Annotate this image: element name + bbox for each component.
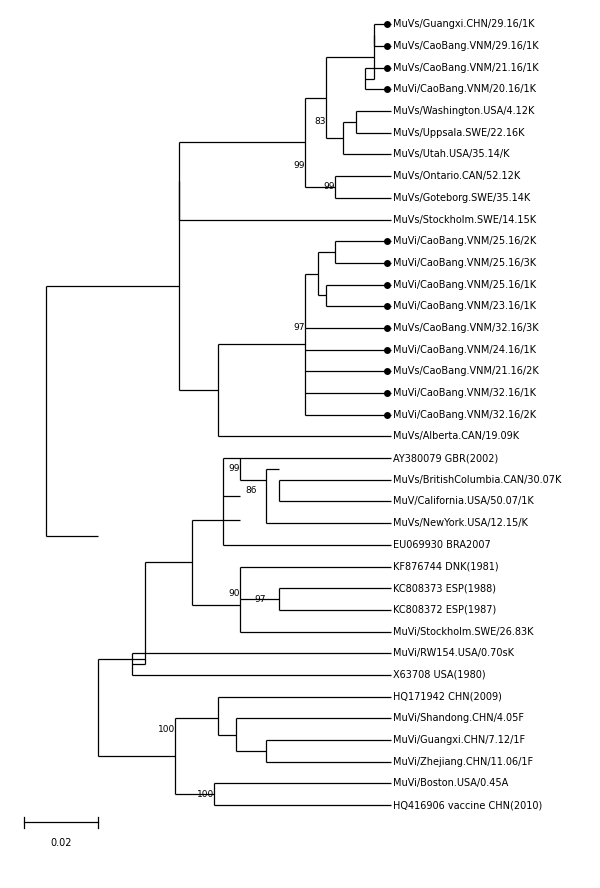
Text: MuV/California.USA/50.07/1K: MuV/California.USA/50.07/1K <box>393 496 534 506</box>
Text: MuVi/CaoBang.VNM/25.16/2K: MuVi/CaoBang.VNM/25.16/2K <box>393 236 536 246</box>
Text: MuVi/Shandong.CHN/4.05F: MuVi/Shandong.CHN/4.05F <box>393 713 524 724</box>
Text: MuVi/CaoBang.VNM/24.16/1K: MuVi/CaoBang.VNM/24.16/1K <box>393 345 536 354</box>
Text: EU069930 BRA2007: EU069930 BRA2007 <box>393 540 491 550</box>
Text: MuVi/RW154.USA/0.70sK: MuVi/RW154.USA/0.70sK <box>393 648 514 658</box>
Text: 99: 99 <box>229 464 240 473</box>
Text: 100: 100 <box>158 725 175 733</box>
Text: KC808373 ESP(1988): KC808373 ESP(1988) <box>393 583 496 593</box>
Text: KC808372 ESP(1987): KC808372 ESP(1987) <box>393 605 496 614</box>
Text: MuVs/Goteborg.SWE/35.14K: MuVs/Goteborg.SWE/35.14K <box>393 193 530 202</box>
Text: MuVs/Washington.USA/4.12K: MuVs/Washington.USA/4.12K <box>393 106 535 116</box>
Text: 90: 90 <box>229 589 240 599</box>
Text: MuVs/NewYork.USA/12.15/K: MuVs/NewYork.USA/12.15/K <box>393 519 528 528</box>
Text: MuVs/BritishColumbia.CAN/30.07K: MuVs/BritishColumbia.CAN/30.07K <box>393 475 562 485</box>
Text: MuVi/Stockholm.SWE/26.83K: MuVi/Stockholm.SWE/26.83K <box>393 627 533 637</box>
Text: AY380079 GBR(2002): AY380079 GBR(2002) <box>393 453 498 464</box>
Text: MuVs/CaoBang.VNM/21.16/1K: MuVs/CaoBang.VNM/21.16/1K <box>393 63 539 73</box>
Text: 97: 97 <box>254 595 266 604</box>
Text: MuVs/Uppsala.SWE/22.16K: MuVs/Uppsala.SWE/22.16K <box>393 128 524 138</box>
Text: 100: 100 <box>197 789 214 799</box>
Text: MuVs/CaoBang.VNM/21.16/2K: MuVs/CaoBang.VNM/21.16/2K <box>393 367 539 377</box>
Text: KF876744 DNK(1981): KF876744 DNK(1981) <box>393 561 499 572</box>
Text: MuVs/Alberta.CAN/19.09K: MuVs/Alberta.CAN/19.09K <box>393 432 519 441</box>
Text: MuVs/Guangxi.CHN/29.16/1K: MuVs/Guangxi.CHN/29.16/1K <box>393 20 535 29</box>
Text: HQ171942 CHN(2009): HQ171942 CHN(2009) <box>393 692 502 702</box>
Text: 99: 99 <box>293 161 305 170</box>
Text: MuVi/CaoBang.VNM/25.16/3K: MuVi/CaoBang.VNM/25.16/3K <box>393 258 536 268</box>
Text: 97: 97 <box>293 323 305 332</box>
Text: X63708 USA(1980): X63708 USA(1980) <box>393 670 485 680</box>
Text: MuVi/Guangxi.CHN/7.12/1F: MuVi/Guangxi.CHN/7.12/1F <box>393 735 525 745</box>
Text: HQ416906 vaccine CHN(2010): HQ416906 vaccine CHN(2010) <box>393 800 542 810</box>
Text: MuVi/CaoBang.VNM/32.16/1K: MuVi/CaoBang.VNM/32.16/1K <box>393 388 536 398</box>
Text: 86: 86 <box>245 486 257 496</box>
Text: MuVi/CaoBang.VNM/20.16/1K: MuVi/CaoBang.VNM/20.16/1K <box>393 84 536 94</box>
Text: MuVs/Ontario.CAN/52.12K: MuVs/Ontario.CAN/52.12K <box>393 171 520 181</box>
Text: MuVi/CaoBang.VNM/25.16/1K: MuVi/CaoBang.VNM/25.16/1K <box>393 280 536 289</box>
Text: MuVi/CaoBang.VNM/32.16/2K: MuVi/CaoBang.VNM/32.16/2K <box>393 409 536 420</box>
Text: MuVi/Zhejiang.CHN/11.06/1F: MuVi/Zhejiang.CHN/11.06/1F <box>393 757 533 766</box>
Text: MuVs/Stockholm.SWE/14.15K: MuVs/Stockholm.SWE/14.15K <box>393 215 536 225</box>
Text: MuVs/CaoBang.VNM/29.16/1K: MuVs/CaoBang.VNM/29.16/1K <box>393 41 539 51</box>
Text: 83: 83 <box>314 117 326 126</box>
Text: MuVi/CaoBang.VNM/23.16/1K: MuVi/CaoBang.VNM/23.16/1K <box>393 301 536 312</box>
Text: MuVs/CaoBang.VNM/32.16/3K: MuVs/CaoBang.VNM/32.16/3K <box>393 323 539 333</box>
Text: 99: 99 <box>323 182 335 192</box>
Text: MuVi/Boston.USA/0.45A: MuVi/Boston.USA/0.45A <box>393 779 508 789</box>
Text: 0.02: 0.02 <box>50 837 71 848</box>
Text: MuVs/Utah.USA/35.14/K: MuVs/Utah.USA/35.14/K <box>393 149 509 160</box>
